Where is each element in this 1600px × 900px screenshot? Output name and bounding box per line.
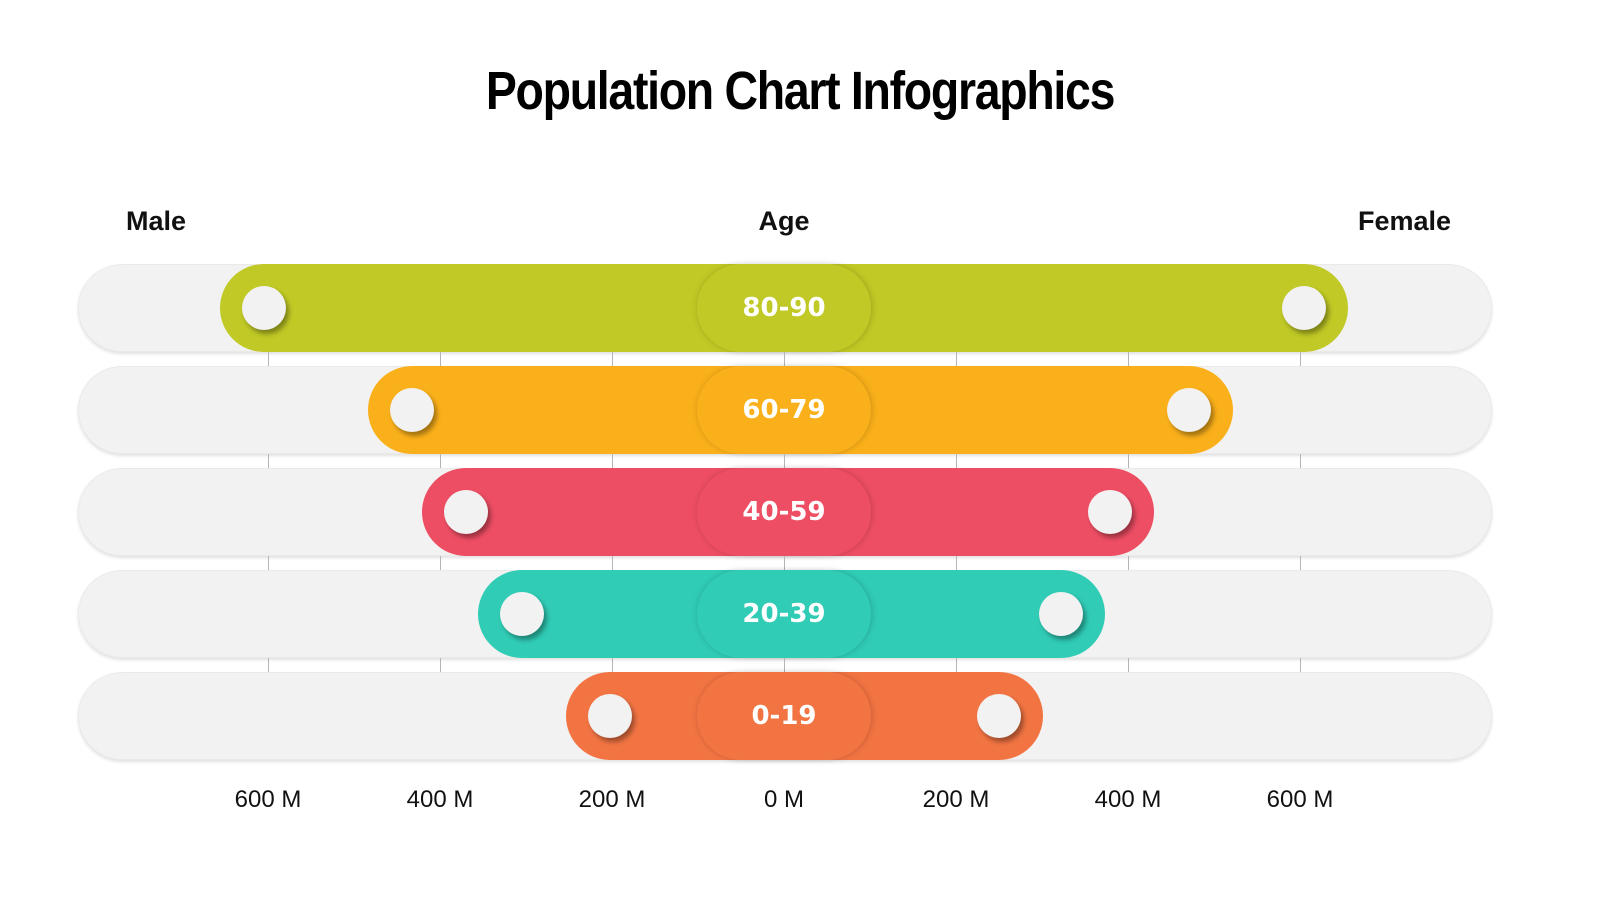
- axis-tick: [1128, 658, 1129, 672]
- axis-tick: [956, 556, 957, 570]
- axis-tick: [440, 658, 441, 672]
- axis-tick: [784, 454, 785, 468]
- female-value-marker: [977, 694, 1021, 738]
- male-value-marker: [443, 490, 488, 534]
- male-value-marker: [499, 592, 544, 636]
- female-header: Female: [1358, 206, 1452, 236]
- axis-tick-label: 0 M: [763, 786, 804, 813]
- axis-tick: [440, 556, 441, 570]
- male-value-marker: [588, 694, 633, 738]
- axis-tick: [956, 658, 957, 672]
- axis-tick: [440, 352, 441, 366]
- row-0-19: 0-19: [78, 672, 1492, 760]
- axis-tick: [956, 352, 957, 366]
- axis-tick: [612, 352, 613, 366]
- axis-tick: [268, 352, 269, 366]
- axis-tick: [1128, 556, 1129, 570]
- axis-tick: [784, 352, 785, 366]
- axis-tick: [612, 658, 613, 672]
- row-40-59: 40-59: [78, 468, 1492, 556]
- axis-tick-label: 400 M: [1094, 786, 1162, 813]
- male-value-marker: [389, 388, 434, 432]
- axis-tick: [784, 658, 785, 672]
- axis-tick-label: 200 M: [578, 786, 646, 813]
- age-group-label: 20-39: [697, 570, 871, 658]
- axis-tick: [1128, 352, 1129, 366]
- age-group-label: 80-90: [697, 264, 871, 352]
- age-group-label: 60-79: [697, 366, 871, 454]
- row-60-79: 60-79: [78, 366, 1492, 454]
- axis-tick: [440, 454, 441, 468]
- axis-tick: [268, 454, 269, 468]
- axis-tick: [784, 556, 785, 570]
- row-20-39: 20-39: [78, 570, 1492, 658]
- row-80-90: 80-90: [78, 264, 1492, 352]
- female-value-marker: [1282, 286, 1327, 330]
- female-value-marker: [1087, 490, 1132, 534]
- axis-tick: [956, 454, 957, 468]
- axis-tick-label: 600 M: [1266, 786, 1334, 813]
- axis-tick: [1300, 556, 1301, 570]
- male-header: Male: [126, 206, 187, 236]
- male-value-marker: [241, 286, 286, 330]
- age-group-label: 40-59: [697, 468, 871, 556]
- age-header: Age: [758, 206, 810, 236]
- axis-tick: [1300, 352, 1301, 366]
- axis-tick: [1300, 658, 1301, 672]
- female-value-marker: [1038, 592, 1083, 636]
- axis-tick: [268, 658, 269, 672]
- axis-tick: [612, 556, 613, 570]
- age-group-label: 0-19: [697, 672, 871, 760]
- axis-tick: [1128, 454, 1129, 468]
- female-value-marker: [1167, 388, 1212, 432]
- axis-tick-label: 600 M: [234, 786, 302, 813]
- axis-tick: [268, 556, 269, 570]
- page-title: Population Chart Infographics: [485, 61, 1116, 121]
- axis-tick-label: 400 M: [406, 786, 474, 813]
- axis-tick: [1300, 454, 1301, 468]
- axis-tick-label: 200 M: [922, 786, 990, 813]
- axis-tick: [612, 454, 613, 468]
